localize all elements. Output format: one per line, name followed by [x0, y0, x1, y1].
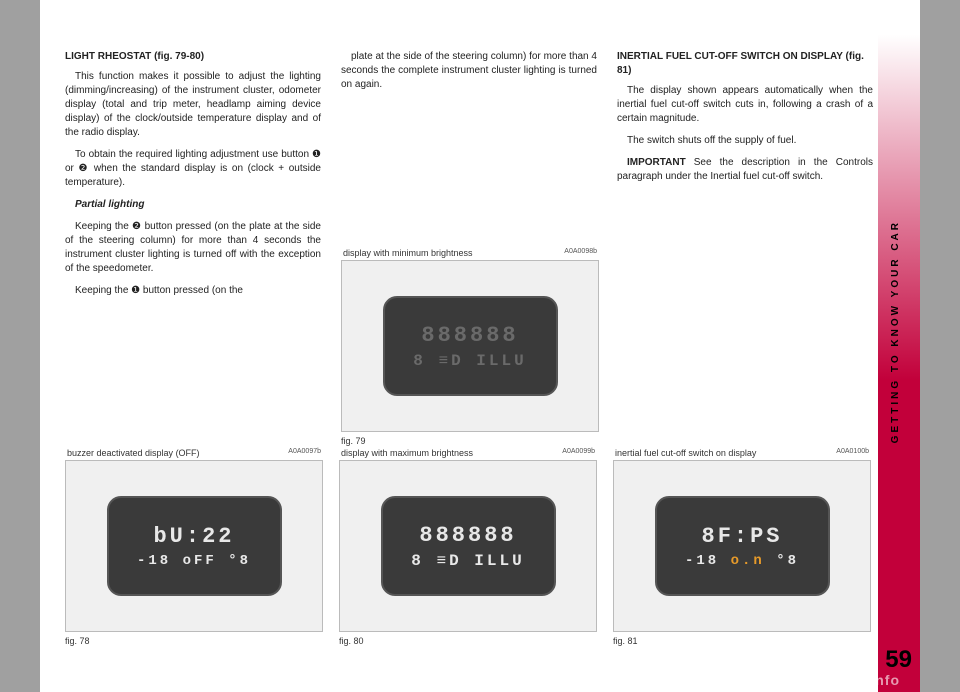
figure-row-bottom: buzzer deactivated display (OFF) A0A0097… — [65, 448, 875, 646]
fig80-ref: A0A0099b — [562, 448, 595, 458]
fig78-caption: buzzer deactivated display (OFF) — [67, 448, 200, 458]
figure-78: buzzer deactivated display (OFF) A0A0097… — [65, 448, 323, 646]
side-tab: GETTING TO KNOW YOUR CAR 59 — [878, 0, 920, 692]
fig79-lcd: 888888 8 ≡D ILLU — [383, 296, 558, 396]
fig80-caption-row: display with maximum brightness A0A0099b — [339, 448, 597, 460]
col3-title: INERTIAL FUEL CUT-OFF SWITCH ON DISPLAY … — [617, 50, 873, 78]
fig80-line2: 8 ≡D ILLU — [411, 552, 524, 570]
col1-title: LIGHT RHEOSTAT (fig. 79-80) — [65, 50, 321, 64]
col3-p3: IMPORTANT See the description in the Con… — [617, 156, 873, 184]
fig81-num: fig. 81 — [613, 636, 871, 646]
fig80-lcd: 888888 8 ≡D ILLU — [381, 496, 556, 596]
fig81-caption: inertial fuel cut-off switch on display — [615, 448, 756, 458]
fig79-ref: A0A0098b — [564, 248, 597, 258]
col1-p2: To obtain the required lighting adjustme… — [65, 148, 321, 190]
side-tab-label: GETTING TO KNOW YOUR CAR — [890, 220, 910, 443]
col1-p1: This function makes it possible to adjus… — [65, 70, 321, 140]
manual-page: GETTING TO KNOW YOUR CAR 59 LIGHT RHEOST… — [40, 0, 920, 692]
fig81-frame: 8F:PS -18 o.n °8 — [613, 460, 871, 632]
fig80-frame: 888888 8 ≡D ILLU — [339, 460, 597, 632]
col3-p1: The display shown appears automatically … — [617, 84, 873, 126]
figure-row-top: display with minimum brightness A0A0098b… — [65, 248, 875, 446]
fig81-line1: 8F:PS — [701, 524, 782, 549]
fig78-line1: bU:22 — [153, 524, 234, 549]
fig79-line2: 8 ≡D ILLU — [413, 352, 526, 370]
fig78-ref: A0A0097b — [288, 448, 321, 458]
col1-sub: Partial lighting — [65, 198, 321, 212]
fig79-caption: display with minimum brightness — [343, 248, 473, 258]
fig78-line2: -18 oFF °8 — [137, 553, 251, 569]
fig78-num: fig. 78 — [65, 636, 323, 646]
figure-81: inertial fuel cut-off switch on display … — [613, 448, 871, 646]
fig79-line1: 888888 — [421, 323, 518, 348]
col3-p2: The switch shuts off the supply of fuel. — [617, 134, 873, 148]
figure-80: display with maximum brightness A0A0099b… — [339, 448, 597, 646]
fig78-caption-row: buzzer deactivated display (OFF) A0A0097… — [65, 448, 323, 460]
page-number: 59 — [885, 646, 912, 674]
fig80-caption: display with maximum brightness — [341, 448, 473, 458]
fig79-caption-row: display with minimum brightness A0A0098b — [341, 248, 599, 260]
fig81-caption-row: inertial fuel cut-off switch on display … — [613, 448, 871, 460]
important-label: IMPORTANT — [627, 157, 686, 168]
fig80-num: fig. 80 — [339, 636, 597, 646]
fig81-ref: A0A0100b — [836, 448, 869, 458]
fig78-lcd: bU:22 -18 oFF °8 — [107, 496, 282, 596]
figure-79: display with minimum brightness A0A0098b… — [341, 248, 599, 446]
fig79-num: fig. 79 — [341, 436, 599, 446]
watermark: carmanualsonline.info — [730, 672, 900, 688]
fig79-frame: 888888 8 ≡D ILLU — [341, 260, 599, 432]
fig81-lcd: 8F:PS -18 o.n °8 — [655, 496, 830, 596]
fig80-line1: 888888 — [419, 523, 516, 548]
fig81-line2: -18 o.n °8 — [685, 553, 799, 569]
col2-p1: plate at the side of the steering column… — [341, 50, 597, 92]
fig78-frame: bU:22 -18 oFF °8 — [65, 460, 323, 632]
